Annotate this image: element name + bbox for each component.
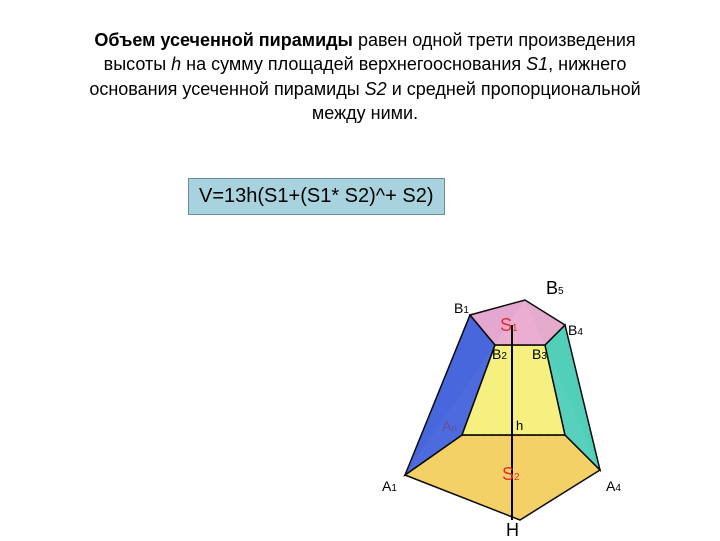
vertex-label-S1: S1: [500, 315, 518, 336]
theorem-s2: S2: [365, 79, 387, 99]
vertex-label-S2: S2: [502, 464, 520, 485]
vertex-label-h: h: [516, 418, 523, 433]
theorem-text: Объем усеченной пирамиды равен одной тре…: [70, 28, 660, 125]
vertex-label-B2: B2: [492, 346, 507, 362]
formula-box: V=13h(S1+(S1* S2)^+ S2): [188, 178, 445, 215]
vertex-label-An: An: [442, 418, 457, 434]
formula-text: V=13h(S1+(S1* S2)^+ S2): [199, 185, 434, 207]
theorem-p2: на сумму площадей верхнегооснования: [181, 54, 526, 74]
frustum-diagram: B1 B2 B3 B4 B5 A1 A4 An Hh S1 S2: [340, 260, 660, 540]
theorem-lead: Объем усеченной пирамиды: [94, 30, 353, 50]
vertex-label-A4: A4: [606, 478, 621, 494]
vertex-label-B4: B4: [568, 322, 583, 338]
vertex-label-B3: B3: [532, 346, 547, 362]
theorem-h: h: [171, 54, 181, 74]
vertex-label-B1: B1: [454, 300, 469, 316]
vertex-label-B5: B5: [546, 278, 564, 299]
vertex-label-A1: A1: [382, 478, 397, 494]
theorem-s1: S1: [526, 54, 548, 74]
frustum-svg: [340, 260, 660, 540]
vertex-label-H: H: [506, 520, 519, 541]
